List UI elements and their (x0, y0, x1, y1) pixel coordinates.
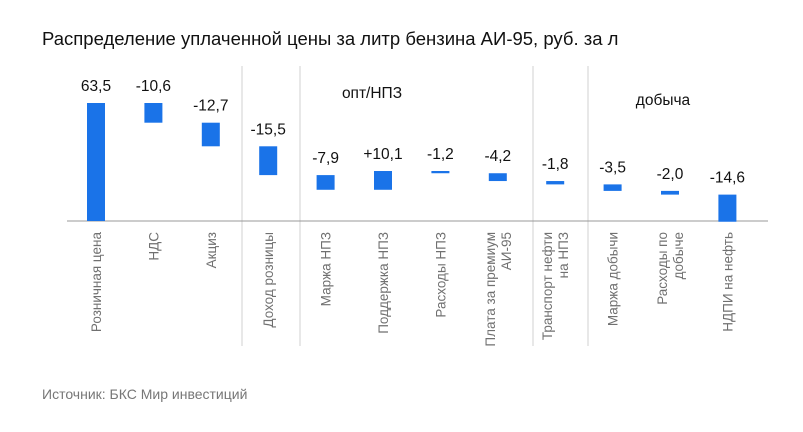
group-label-1: опт/НПЗ (342, 85, 402, 102)
category-label-7: Расходы НПЗ (433, 232, 448, 318)
category-label-line: НДС (146, 232, 161, 261)
bar-8 (488, 173, 507, 182)
category-label-line: АИ-95 (499, 232, 514, 270)
category-label-line: Расходы по (655, 232, 670, 305)
category-label-11: Расходы по добыче (655, 232, 686, 305)
bar-11 (661, 190, 679, 195)
bar-1 (87, 103, 105, 221)
data-label-6: +10,1 (363, 146, 402, 163)
bar-4 (259, 146, 278, 176)
category-label-line: Расходы НПЗ (433, 232, 448, 318)
category-label-line: Доход розницы (261, 232, 276, 328)
category-label-line: Поддержка НПЗ (376, 232, 391, 334)
data-label-4: -15,5 (251, 121, 286, 138)
bar-12 (718, 194, 737, 222)
category-label-1: Розничная цена (89, 232, 104, 333)
category-label-line: Транспорт нефти (540, 232, 555, 340)
data-label-8: -4,2 (484, 148, 511, 165)
bar-7 (431, 171, 450, 174)
bar-5 (316, 175, 335, 190)
category-label-line: Розничная цена (89, 232, 104, 333)
category-label-9: Транспорт нефти на НПЗ (540, 232, 571, 340)
category-label-line: Маржа НПЗ (319, 232, 334, 306)
data-label-12: -14,6 (710, 170, 745, 187)
category-label-2: НДС (146, 232, 161, 261)
chart-title: Распределение уплаченной цены за литр бе… (42, 28, 619, 49)
source-note: Источник: БКС Мир инвестиций (42, 386, 248, 402)
group-label-2: добыча (636, 92, 691, 109)
data-label-11: -2,0 (657, 166, 684, 183)
bar-6 (374, 171, 392, 190)
category-label-3: Акциз (204, 232, 219, 268)
category-label-10: Маржа добычи (606, 232, 621, 326)
bar-9 (546, 181, 565, 185)
data-label-7: -1,2 (427, 146, 454, 163)
data-label-1: 63,5 (81, 78, 111, 95)
category-label-5: Маржа НПЗ (319, 232, 334, 306)
data-label-10: -3,5 (599, 159, 626, 176)
category-label-line: на НПЗ (556, 232, 571, 278)
category-label-8: Плата за премиум АИ-95 (483, 232, 514, 347)
category-label-6: Поддержка НПЗ (376, 232, 391, 334)
category-label-line: Акциз (204, 232, 219, 268)
data-label-9: -1,8 (542, 156, 569, 173)
data-label-3: -12,7 (193, 98, 228, 115)
bar-10 (603, 184, 622, 191)
bar-2 (144, 103, 163, 123)
bar-3 (201, 122, 220, 147)
category-label-line: Маржа добычи (606, 232, 621, 326)
data-label-2: -10,6 (136, 78, 171, 95)
category-label-4: Доход розницы (261, 232, 276, 328)
data-label-5: -7,9 (312, 150, 339, 167)
category-label-line: НДПИ на нефть (720, 232, 735, 332)
category-label-line: Плата за премиум (483, 232, 498, 347)
category-label-line: добыче (671, 232, 686, 279)
category-label-12: НДПИ на нефть (720, 232, 735, 332)
